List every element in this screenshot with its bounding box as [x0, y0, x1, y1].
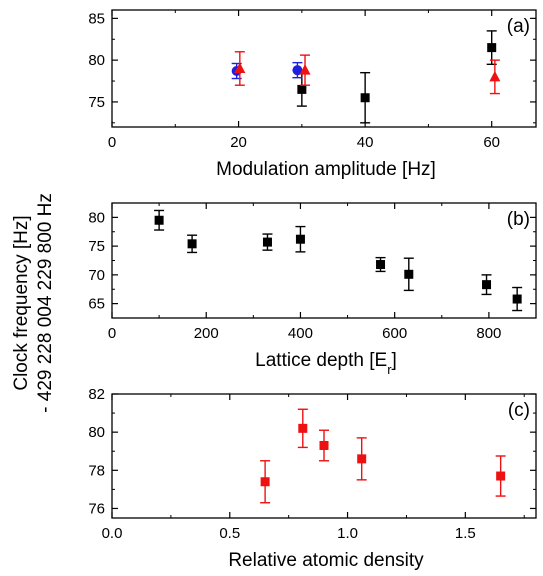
- x-tick-label: 400: [288, 325, 313, 342]
- data-point-triangle: [489, 70, 501, 82]
- data-point-square: [262, 237, 272, 247]
- data-point-triangle: [299, 64, 311, 75]
- data-point-square: [404, 269, 414, 279]
- shared-ylabel-line1: Clock frequency [Hz]: [11, 215, 32, 390]
- x-axis-title: Relative atomic density: [228, 550, 424, 571]
- data-point-square: [297, 84, 307, 94]
- x-axis-title: Lattice depth [Er]: [255, 350, 397, 377]
- data-point-square: [187, 239, 197, 249]
- data-point-square: [487, 43, 497, 53]
- data-point-triangle: [234, 62, 246, 73]
- data-point-square: [360, 93, 370, 103]
- data-point-square: [496, 471, 506, 481]
- x-axis-title-tail: ]: [392, 350, 397, 371]
- panel-c: 0.0 0.5 1.0 1.5 76 78 80 82 Relative atomic dens…: [88, 386, 537, 571]
- panel-label: (c): [508, 400, 530, 421]
- x-tick-label: 600: [382, 325, 407, 342]
- panel-a: 0 20 40 60 75 80 85 Modulation amplitude [Hz] (a…: [88, 9, 537, 180]
- data-point-square: [512, 294, 522, 304]
- data-point-square: [260, 477, 270, 487]
- y-tick-label: 75: [88, 238, 105, 255]
- data-point-square: [154, 215, 164, 225]
- data-point-square: [295, 234, 305, 244]
- y-tick-label: 75: [88, 94, 105, 111]
- x-tick-label: 1.0: [337, 525, 358, 542]
- y-tick-label: 82: [88, 386, 105, 403]
- x-tick-label: 0: [108, 325, 116, 342]
- x-axis-title: Modulation amplitude [Hz]: [216, 159, 436, 180]
- plot-frame: [111, 202, 537, 319]
- x-tick-label: 60: [483, 134, 500, 151]
- y-tick-label: 65: [88, 296, 105, 313]
- y-tick-label: 80: [88, 52, 105, 69]
- x-tick-label: 0: [108, 134, 116, 151]
- x-tick-label: 0.0: [102, 525, 123, 542]
- x-tick-label: 1.5: [455, 525, 476, 542]
- y-tick-label: 80: [88, 209, 105, 226]
- data-point-circle: [292, 65, 303, 76]
- data-point-square: [482, 280, 492, 290]
- plot-frame: [111, 9, 537, 128]
- x-tick-label: 0.5: [219, 525, 240, 542]
- y-tick-label: 85: [88, 10, 105, 27]
- y-tick-label: 70: [88, 267, 105, 284]
- y-tick-label: 76: [88, 500, 105, 517]
- x-axis-title-subscript: r: [387, 362, 392, 377]
- data-point-square: [376, 260, 386, 270]
- data-point-square: [357, 454, 367, 464]
- plot-frame: [111, 393, 537, 519]
- y-tick-label: 78: [88, 462, 105, 479]
- shared-ylabel-line2: - 429 228 004 229 800 Hz: [35, 193, 56, 413]
- x-tick-label: 20: [230, 134, 247, 151]
- panel-label: (b): [507, 209, 530, 230]
- panel-b: 0 200 400 600 800 65 70 75 80 Lattice depth [Er] (…: [88, 202, 537, 377]
- y-tick-label: 80: [88, 424, 105, 441]
- x-tick-label: 200: [194, 325, 219, 342]
- data-point-square: [319, 441, 329, 451]
- panel-label: (a): [507, 16, 530, 37]
- data-point-square: [298, 423, 308, 433]
- x-tick-label: 40: [357, 134, 374, 151]
- x-tick-label: 800: [476, 325, 501, 342]
